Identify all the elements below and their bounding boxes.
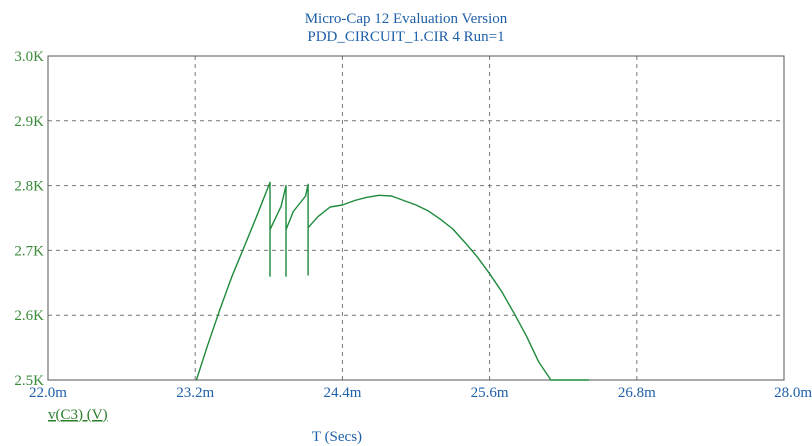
x-tick-label: 25.6m — [471, 385, 509, 401]
window-title: Micro-Cap 12 Evaluation Version — [304, 11, 508, 27]
y-tick-label: 2.7K — [14, 243, 44, 259]
plot-frame — [47, 55, 785, 381]
x-tick-label: 24.4m — [323, 385, 361, 401]
y-tick-label: 2.6K — [14, 308, 44, 324]
x-tick-label: 26.8m — [618, 385, 656, 401]
grid-lines — [48, 56, 784, 380]
x-tick-label: 23.2m — [176, 385, 214, 401]
x-axis-label: T (Secs) — [312, 429, 362, 445]
y-axis-ticks: 2.5K 2.6K 2.7K 2.8K 2.9K 3.0K — [14, 49, 44, 389]
y-tick-label: 3.0K — [14, 49, 44, 65]
y-tick-label: 2.5K — [14, 373, 44, 389]
legend-entry-vc3[interactable]: v(C3) (V) — [48, 407, 108, 423]
chart-title: PDD_CIRCUIT_1.CIR 4 Run=1 — [307, 29, 505, 45]
x-axis-ticks: 22.0m 23.2m 24.4m 25.6m 26.8m 28.0m — [29, 385, 812, 401]
x-tick-label: 28.0m — [774, 385, 812, 401]
series-line-vc3 — [195, 181, 589, 381]
y-tick-label: 2.8K — [14, 179, 44, 195]
traces — [195, 181, 589, 381]
x-tick-label: 22.0m — [29, 385, 67, 401]
y-tick-label: 2.9K — [14, 114, 44, 130]
